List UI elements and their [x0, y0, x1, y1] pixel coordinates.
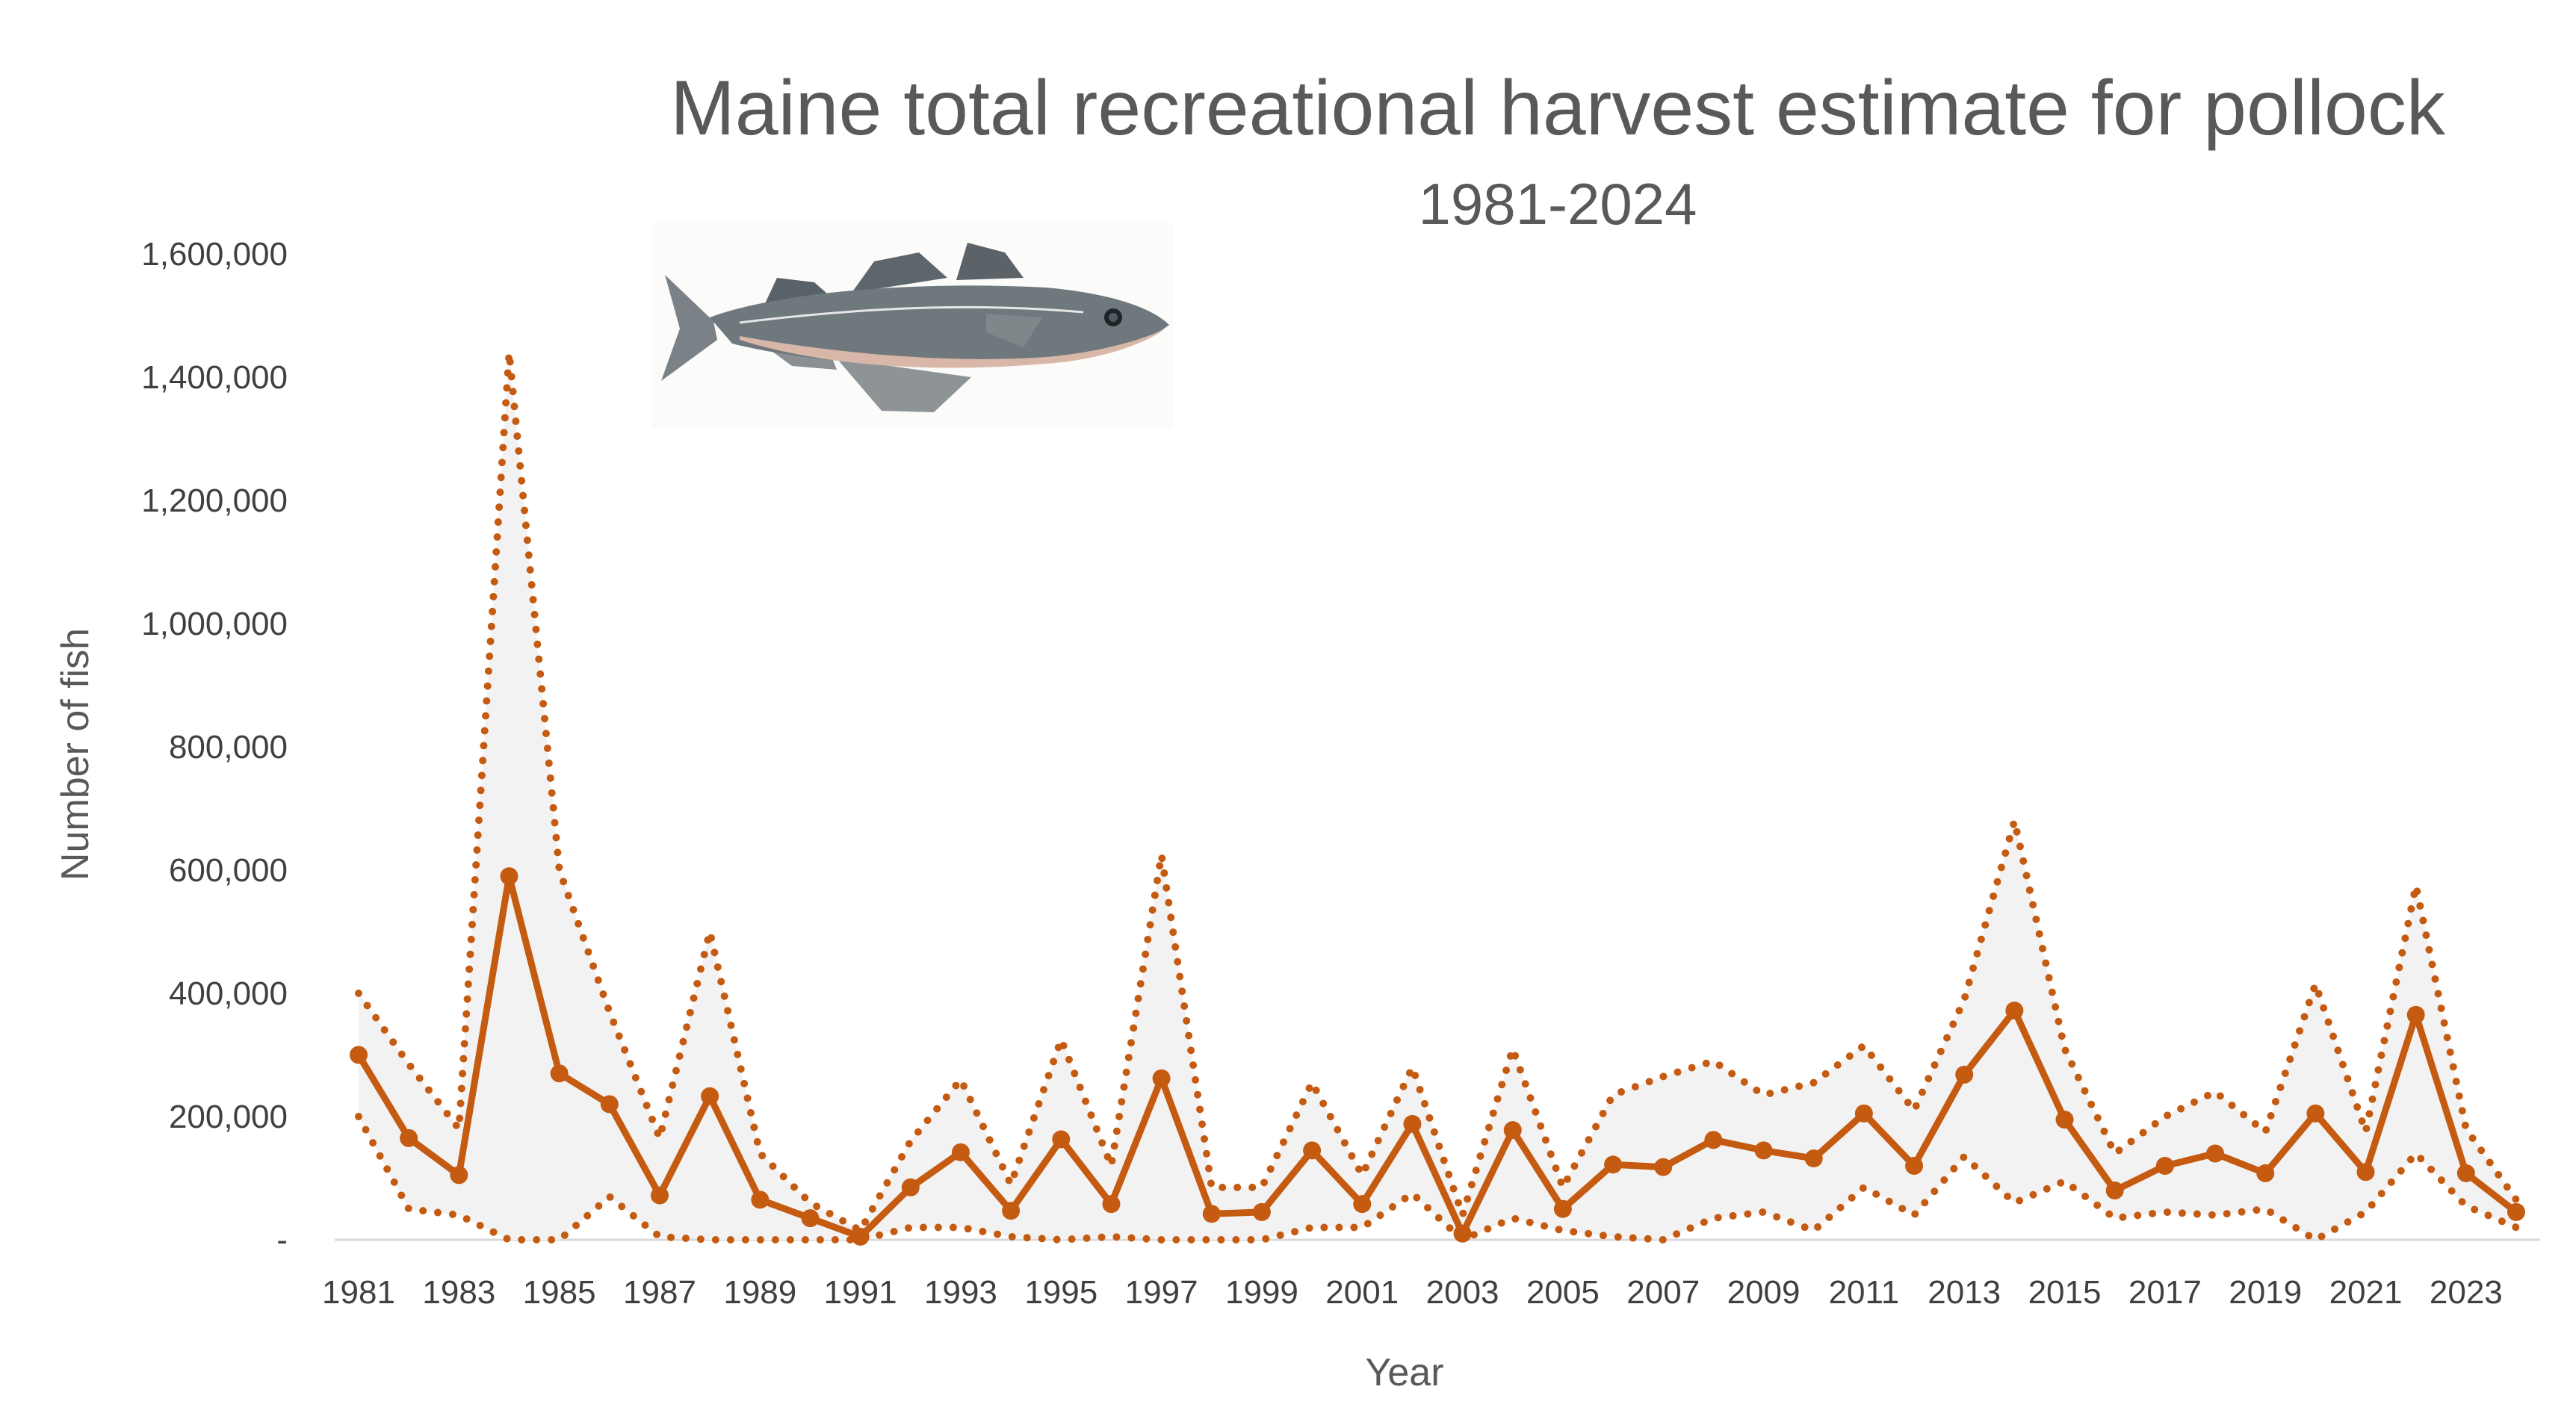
- estimate-point: [450, 1166, 468, 1185]
- y-tick-label: 200,000: [169, 1099, 288, 1135]
- estimate-point: [2507, 1202, 2525, 1221]
- estimate-point: [2005, 1002, 2024, 1020]
- estimate-point: [1202, 1205, 1221, 1223]
- x-tick-label: 2017: [2128, 1274, 2202, 1311]
- estimate-point: [1453, 1224, 1472, 1243]
- estimate-point: [2055, 1111, 2074, 1129]
- series-lines: [355, 349, 2520, 1244]
- y-axis-title: Number of fish: [54, 628, 97, 881]
- estimate-point: [2105, 1182, 2124, 1199]
- estimate-line: [355, 872, 2520, 1241]
- x-tick-label: 2023: [2430, 1274, 2503, 1311]
- estimate-point: [1152, 1069, 1171, 1087]
- chart-title: Maine total recreational harvest estimat…: [670, 65, 2446, 152]
- confidence-band: [359, 353, 2516, 1240]
- estimate-point: [1252, 1202, 1271, 1221]
- x-tick-label: 1993: [924, 1274, 997, 1311]
- pollock-fish-illustration: [651, 223, 1173, 429]
- estimate-point: [1503, 1121, 1522, 1140]
- estimate-point: [2356, 1163, 2375, 1182]
- x-tick-label: 2013: [1928, 1274, 2001, 1311]
- estimate-point: [1553, 1199, 1572, 1218]
- series-points: [350, 867, 2525, 1246]
- x-tick-label: 2015: [2028, 1274, 2102, 1311]
- x-tick-label: 1987: [623, 1274, 696, 1311]
- y-tick-label: 400,000: [169, 975, 288, 1012]
- estimate-point: [2155, 1157, 2174, 1175]
- estimate-point: [650, 1186, 669, 1205]
- estimate-point: [1704, 1131, 1723, 1149]
- y-tick-label: 800,000: [169, 729, 288, 766]
- estimate-point: [2406, 1005, 2425, 1024]
- estimate-point: [1955, 1065, 1974, 1084]
- estimate-point: [1854, 1104, 1873, 1123]
- estimate-point: [701, 1087, 719, 1105]
- x-tick-label: 1989: [723, 1274, 796, 1311]
- y-tick-label: 1,000,000: [141, 606, 288, 642]
- x-tick-label: 1999: [1225, 1274, 1298, 1311]
- estimate-point: [751, 1190, 770, 1209]
- y-tick-label: 1,400,000: [141, 359, 288, 396]
- confidence-band-area: [359, 353, 2516, 1240]
- x-tick-label: 2011: [1829, 1274, 1900, 1311]
- x-tick-label: 1995: [1024, 1274, 1097, 1311]
- x-tick-label: 1997: [1125, 1274, 1198, 1311]
- y-axis: - 200,000 400,000 600,000 800,000 1,000,000 1,…: [141, 236, 288, 1258]
- estimate-point: [1303, 1141, 1322, 1160]
- estimate-point: [801, 1209, 820, 1228]
- estimate-point: [1604, 1155, 1623, 1174]
- x-axis: 1981 1983 1985 1987 1989 1991 1993 1995 1997 1999…: [322, 1274, 2503, 1311]
- x-tick-label: 1985: [523, 1274, 596, 1311]
- estimate-point: [1353, 1195, 1372, 1214]
- lower-bound-line: [355, 1113, 2520, 1244]
- estimate-point: [851, 1227, 870, 1246]
- estimate-point: [600, 1095, 619, 1114]
- y-tick-label: -: [276, 1222, 288, 1258]
- x-tick-label: 2003: [1426, 1274, 1499, 1311]
- y-tick-label: 1,600,000: [141, 236, 288, 273]
- estimate-point: [400, 1128, 418, 1147]
- x-tick-label: 2009: [1727, 1274, 1801, 1311]
- x-tick-label: 2019: [2229, 1274, 2302, 1311]
- estimate-point: [2206, 1144, 2225, 1163]
- estimate-point: [1654, 1158, 1673, 1176]
- estimate-point: [1002, 1202, 1021, 1220]
- estimate-point: [1754, 1141, 1773, 1160]
- x-tick-label: 2007: [1626, 1274, 1700, 1311]
- estimate-point: [951, 1143, 970, 1161]
- estimate-point: [1403, 1114, 1422, 1133]
- estimate-point: [550, 1064, 569, 1083]
- estimate-point: [350, 1046, 368, 1064]
- x-tick-label: 2005: [1526, 1274, 1600, 1311]
- estimate-point: [1905, 1157, 1924, 1175]
- upper-bound-line: [355, 349, 2520, 1235]
- estimate-point: [2306, 1104, 2325, 1123]
- estimate-point: [500, 867, 518, 886]
- x-tick-label: 2001: [1325, 1274, 1399, 1311]
- estimate-point: [901, 1178, 920, 1196]
- x-tick-label: 1983: [422, 1274, 495, 1311]
- estimate-point: [1804, 1149, 1823, 1168]
- estimate-point: [2256, 1164, 2275, 1182]
- y-tick-label: 1,200,000: [141, 482, 288, 519]
- estimate-point: [1102, 1195, 1121, 1214]
- x-tick-label: 2021: [2329, 1274, 2403, 1311]
- estimate-point: [1052, 1130, 1071, 1149]
- x-tick-label: 1991: [824, 1274, 897, 1311]
- chart-subtitle: 1981-2024: [1418, 171, 1697, 237]
- estimate-point: [2456, 1164, 2475, 1182]
- x-tick-label: 1981: [322, 1274, 395, 1311]
- y-tick-label: 600,000: [169, 852, 288, 889]
- x-axis-title: Year: [1365, 1351, 1443, 1394]
